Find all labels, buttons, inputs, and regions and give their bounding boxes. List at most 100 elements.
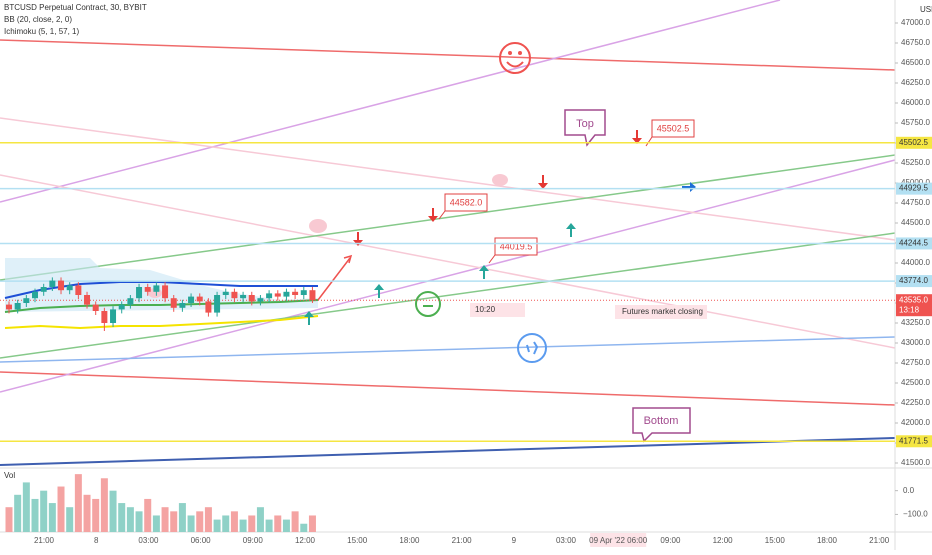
price-label-bg — [896, 136, 932, 149]
y-tick-label: 41500.0 — [901, 458, 930, 467]
price-label: 41771.5 — [899, 436, 928, 445]
candle-body — [162, 285, 169, 299]
volume-bar — [22, 482, 30, 532]
candle-body — [14, 303, 21, 310]
annotation: 45502.5 — [657, 123, 690, 133]
volume-bar — [66, 507, 74, 532]
candle-body — [23, 298, 30, 303]
y-tick-label: 44500.0 — [901, 218, 930, 227]
price-label-bg — [896, 275, 932, 288]
x-tick-label: 06:00 — [191, 536, 212, 545]
candle-body — [292, 291, 299, 295]
x-tick-label: 8 — [94, 536, 99, 545]
candle-body — [40, 287, 47, 292]
volume-bar — [126, 507, 134, 532]
x-tick-label: 21:00 — [869, 536, 890, 545]
x-tick-label: 12:00 — [713, 536, 734, 545]
y-tick-label: 44000.0 — [901, 258, 930, 267]
annotation: 10:20 — [475, 305, 496, 314]
candle-body — [153, 285, 160, 292]
price-label: 44929.5 — [899, 184, 928, 193]
x-tick-label: 09 Apr '22 06:00 — [589, 536, 648, 545]
candle-body — [257, 298, 264, 302]
volume-bar — [187, 515, 195, 532]
candle-body — [300, 290, 307, 295]
price-label-bg — [896, 294, 932, 317]
annotation: 44582.0 — [450, 197, 483, 207]
volume-bar — [248, 515, 256, 532]
y-tick-label: 46500.0 — [901, 58, 930, 67]
price-label-bg — [896, 182, 932, 195]
y-tick-label: 46250.0 — [901, 78, 930, 87]
volume-bar — [300, 523, 308, 532]
candle-body — [170, 298, 177, 308]
volume-bar — [291, 511, 299, 532]
candle-body — [214, 295, 221, 313]
volume-title: Vol — [4, 471, 15, 480]
y-tick-label: 45000.0 — [901, 178, 930, 187]
volume-bar — [256, 507, 264, 532]
y-tick-label: 42000.0 — [901, 418, 930, 427]
candle-body — [101, 311, 108, 323]
countdown: 13:18 — [899, 305, 920, 314]
candle-body — [92, 304, 99, 311]
x-tick-label: 21:00 — [452, 536, 473, 545]
chart-title: BTCUSD Perpetual Contract, 30, BYBIT — [4, 3, 147, 12]
candle-body — [266, 293, 273, 299]
candle-body — [179, 303, 186, 308]
price-label: 43774.0 — [899, 276, 928, 285]
icons — [148, 42, 707, 443]
x-tick-label: 9 — [512, 536, 517, 545]
y-tick-label: 46000.0 — [901, 98, 930, 107]
volume-bar — [14, 494, 22, 532]
volume-bar — [100, 478, 108, 532]
volume-bar — [282, 519, 290, 532]
y-tick-label: 45750.0 — [901, 118, 930, 127]
volume-bar — [265, 519, 273, 532]
volume-bar — [222, 515, 230, 532]
annotation: Futures market closing — [622, 307, 703, 316]
y-tick-label: 43000.0 — [901, 338, 930, 347]
price-label: 45502.5 — [899, 138, 928, 147]
volume-bar — [31, 498, 39, 532]
volume-bar — [308, 515, 316, 532]
x-tick-label: 18:00 — [399, 536, 420, 545]
candle-body — [136, 287, 143, 299]
annotation: 44019.5 — [500, 241, 533, 251]
y-tick-label: 42750.0 — [901, 358, 930, 367]
y-tick-label: 44750.0 — [901, 198, 930, 207]
volume-bar — [213, 519, 221, 532]
x-tick-label: 09:00 — [660, 536, 681, 545]
volume-bar — [230, 511, 238, 532]
candle-body — [49, 280, 56, 287]
candle-body — [32, 291, 39, 299]
x-tick-label: 21:00 — [34, 536, 55, 545]
volume-bar — [178, 503, 186, 532]
y-tick-label: 47000.0 — [901, 18, 930, 27]
candle-body — [127, 298, 134, 305]
volume-bar — [274, 515, 282, 532]
volume-bar — [118, 503, 126, 532]
volume-bar — [48, 503, 56, 532]
currency-label: USD — [920, 5, 932, 14]
volume-bar — [161, 507, 169, 532]
volume-bar — [152, 515, 160, 532]
candle-body — [231, 291, 238, 299]
candle-body — [58, 280, 65, 291]
candle-body — [205, 301, 212, 313]
y-tick-label: 42500.0 — [901, 378, 930, 387]
volume-bar — [92, 498, 100, 532]
macd-tick-label: 0.0 — [903, 486, 915, 495]
y-tick-label: 42250.0 — [901, 398, 930, 407]
candle-body — [6, 304, 12, 310]
x-tick-label: 15:00 — [347, 536, 368, 545]
x-tick-label: 09:00 — [243, 536, 264, 545]
volume-bar — [83, 494, 91, 532]
candle-body — [248, 295, 255, 302]
candle-body — [283, 291, 290, 297]
candle-body — [188, 296, 195, 303]
x-tick-label: 18:00 — [817, 536, 838, 545]
annotation: Bottom — [644, 415, 679, 427]
candle-body — [66, 285, 73, 291]
